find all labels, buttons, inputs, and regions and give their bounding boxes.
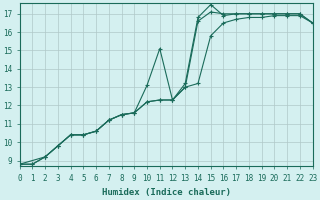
X-axis label: Humidex (Indice chaleur): Humidex (Indice chaleur) xyxy=(102,188,231,197)
